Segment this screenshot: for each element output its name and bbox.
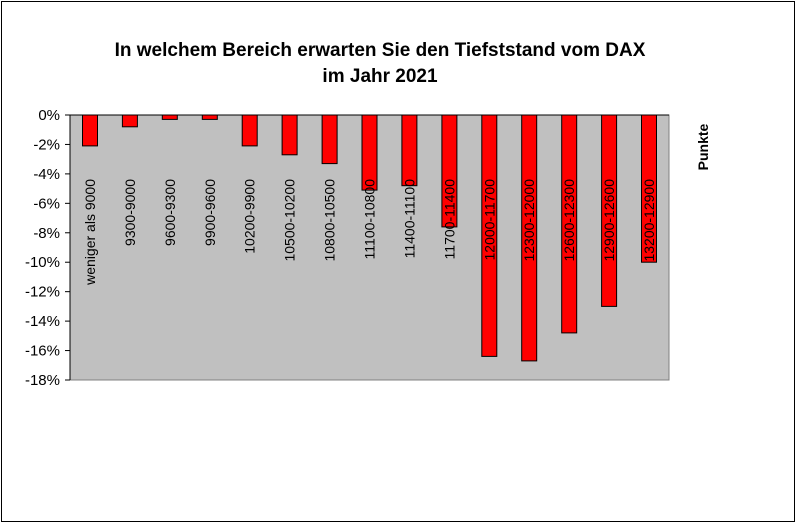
y-tick-label: -10%	[25, 254, 60, 271]
chart-title-line2: im Jahr 2021	[322, 66, 438, 87]
bar-7	[321, 114, 338, 165]
x-category-label: 12000-11700	[481, 179, 497, 261]
x-category-label: 11400-11100	[401, 179, 417, 259]
y-tick-label: -6%	[33, 195, 60, 212]
bar-1	[82, 114, 98, 147]
y-tick-label: -18%	[25, 372, 60, 389]
y-tick-label: -16%	[25, 343, 60, 360]
bar-9	[401, 114, 418, 187]
x-category-label: 11100-10800	[362, 179, 378, 260]
x-category-label: 12900-12600	[601, 179, 617, 262]
x-category-label: 11700-11400	[441, 179, 457, 260]
x-category-label: 12300-12000	[521, 179, 537, 262]
x-category-label: 10800-10500	[322, 179, 338, 262]
x-category-label: 10200-9900	[242, 179, 258, 254]
bar-8	[361, 114, 378, 191]
bars-group	[82, 114, 657, 362]
y-tick-label: -14%	[25, 313, 60, 330]
x-category-label: 9300-9000	[122, 179, 138, 246]
chart-title-line1: In welchem Bereich erwarten Sie den Tief…	[114, 40, 646, 61]
x-category-label: 9600-9300	[162, 179, 178, 246]
x-labels-group: weniger als 9000 9300-9000 9600-9300 9900-9…	[82, 179, 657, 286]
y-tick-label: -4%	[33, 166, 60, 183]
y-tick-label: -8%	[33, 225, 60, 242]
x-category-label: weniger als 9000	[82, 179, 98, 286]
x-category-label: 13200-12900	[641, 179, 657, 262]
x-category-label: 10500-10200	[282, 179, 298, 262]
x-category-label: 12600-12300	[561, 179, 577, 262]
bar-6	[281, 114, 298, 156]
chart-title: In welchem Bereich erwarten Sie den Tief…	[0, 38, 760, 90]
bar-4	[201, 114, 218, 120]
y-tick-label: 0%	[38, 107, 60, 124]
x-axis-title: Punkte	[695, 123, 711, 170]
y-tick-label: -2%	[33, 136, 60, 153]
y-tick-label: -12%	[25, 284, 60, 301]
bar-5	[241, 114, 258, 147]
y-ticks-group: 0% -2% -4% -6% -8% -10% -12% -14% -16% -18%	[25, 107, 70, 389]
bar-2	[121, 114, 138, 128]
x-category-label: 9900-9600	[202, 179, 218, 246]
bar-3	[161, 114, 178, 120]
